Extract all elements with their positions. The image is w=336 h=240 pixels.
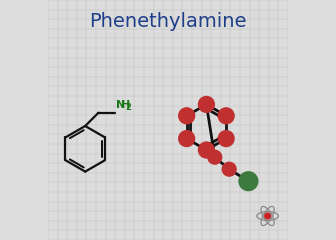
Circle shape [222,162,237,177]
Circle shape [217,107,235,125]
Circle shape [178,130,195,147]
Text: H: H [121,100,130,110]
Text: Phenethylamine: Phenethylamine [89,12,247,31]
Circle shape [207,150,222,165]
Circle shape [178,107,195,125]
Circle shape [265,213,270,219]
Circle shape [238,171,258,191]
Circle shape [198,141,215,159]
Circle shape [217,130,235,147]
Text: 2: 2 [126,103,131,112]
Text: N: N [116,100,126,110]
Circle shape [198,96,215,113]
